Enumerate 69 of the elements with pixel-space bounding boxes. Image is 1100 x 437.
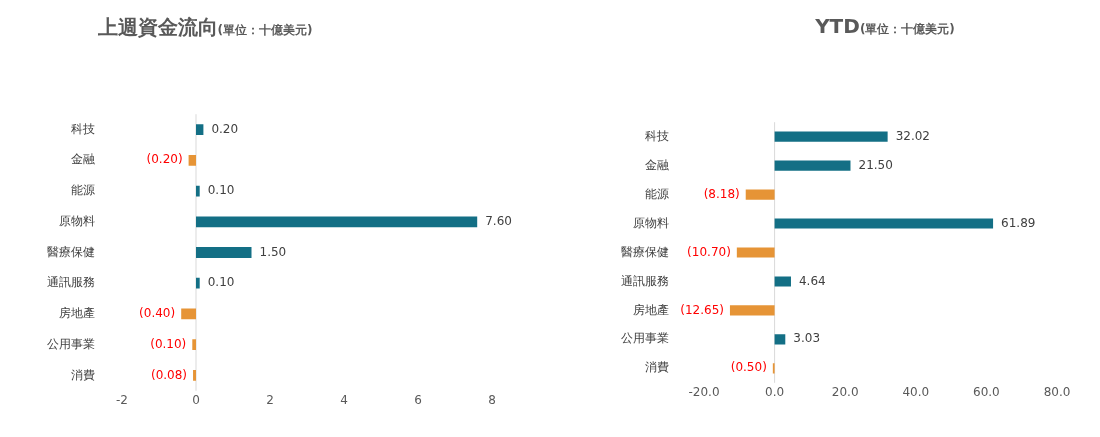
chart-subtitle: (單位：十億美元) — [859, 22, 955, 36]
bar — [774, 276, 791, 287]
y-tick-label: 消費 — [71, 367, 95, 382]
data-label: (8.18) — [703, 186, 740, 201]
bar — [196, 124, 204, 135]
data-label: 0.20 — [211, 121, 239, 136]
data-label: 1.50 — [259, 244, 287, 259]
data-label: 61.89 — [1001, 215, 1036, 230]
x-tick-label: 0 — [192, 393, 200, 408]
chart-title: YTD — [815, 14, 860, 38]
data-label: (0.10) — [150, 336, 187, 351]
x-tick-label: 0.0 — [765, 385, 785, 400]
data-label: (0.08) — [150, 367, 188, 382]
chart-title: 上週資金流向 — [97, 15, 218, 39]
y-tick-label: 醫療保健 — [47, 244, 95, 259]
y-tick-label: 原物料 — [59, 213, 95, 228]
data-label: (0.20) — [146, 152, 183, 167]
data-label: (12.65) — [680, 302, 724, 317]
y-tick-label: 科技 — [645, 128, 669, 143]
x-tick-label: 6 — [414, 393, 422, 408]
data-label: 0.10 — [207, 183, 235, 198]
x-tick-label: 80.0 — [1043, 385, 1071, 400]
x-tick-label: 4 — [340, 393, 348, 408]
data-label: 32.02 — [895, 128, 930, 143]
y-tick-label: 通訊服務 — [621, 273, 669, 288]
bar — [196, 216, 478, 228]
bar — [181, 308, 196, 320]
bar — [196, 247, 252, 258]
bar — [729, 305, 775, 316]
data-label: 3.03 — [793, 331, 821, 346]
y-tick-label: 公用事業 — [621, 331, 669, 346]
y-tick-label: 原物料 — [633, 215, 669, 230]
x-tick-label: 40.0 — [902, 385, 930, 400]
chart-subtitle: (單位：十億美元) — [217, 23, 313, 37]
data-label: (0.40) — [139, 306, 176, 321]
bar — [192, 339, 196, 351]
data-label: (0.50) — [730, 360, 767, 375]
y-tick-label: 金融 — [645, 157, 669, 172]
x-tick-label: 20.0 — [831, 385, 859, 400]
y-tick-label: 醫療保健 — [621, 244, 669, 259]
y-tick-label: 公用事業 — [47, 336, 95, 351]
x-tick-label: -20.0 — [688, 385, 720, 400]
y-tick-label: 消費 — [645, 360, 669, 375]
data-label: 7.60 — [485, 213, 512, 228]
bar — [188, 154, 196, 166]
data-label: 21.50 — [858, 157, 893, 172]
bar — [196, 185, 200, 197]
y-tick-label: 通訊服務 — [47, 275, 95, 290]
data-label: 0.10 — [207, 275, 235, 290]
y-tick-label: 房地產 — [59, 306, 95, 321]
y-tick-label: 科技 — [71, 121, 95, 136]
y-tick-label: 能源 — [645, 186, 669, 201]
bar — [196, 277, 200, 289]
y-tick-label: 房地產 — [633, 302, 669, 317]
data-label: (10.70) — [687, 244, 731, 259]
bar — [774, 131, 888, 142]
bar — [736, 247, 775, 258]
x-tick-label: 60.0 — [973, 385, 1000, 400]
y-tick-label: 金融 — [71, 152, 95, 167]
bar — [774, 160, 851, 171]
x-tick-label: 8 — [488, 393, 496, 408]
bar — [745, 189, 775, 200]
bar — [774, 218, 994, 229]
data-label: 4.64 — [798, 273, 826, 288]
x-tick-label: 2 — [266, 393, 274, 408]
x-tick-label: -2 — [116, 393, 128, 408]
y-tick-label: 能源 — [71, 183, 95, 198]
bar — [774, 334, 786, 345]
bar — [193, 370, 196, 381]
